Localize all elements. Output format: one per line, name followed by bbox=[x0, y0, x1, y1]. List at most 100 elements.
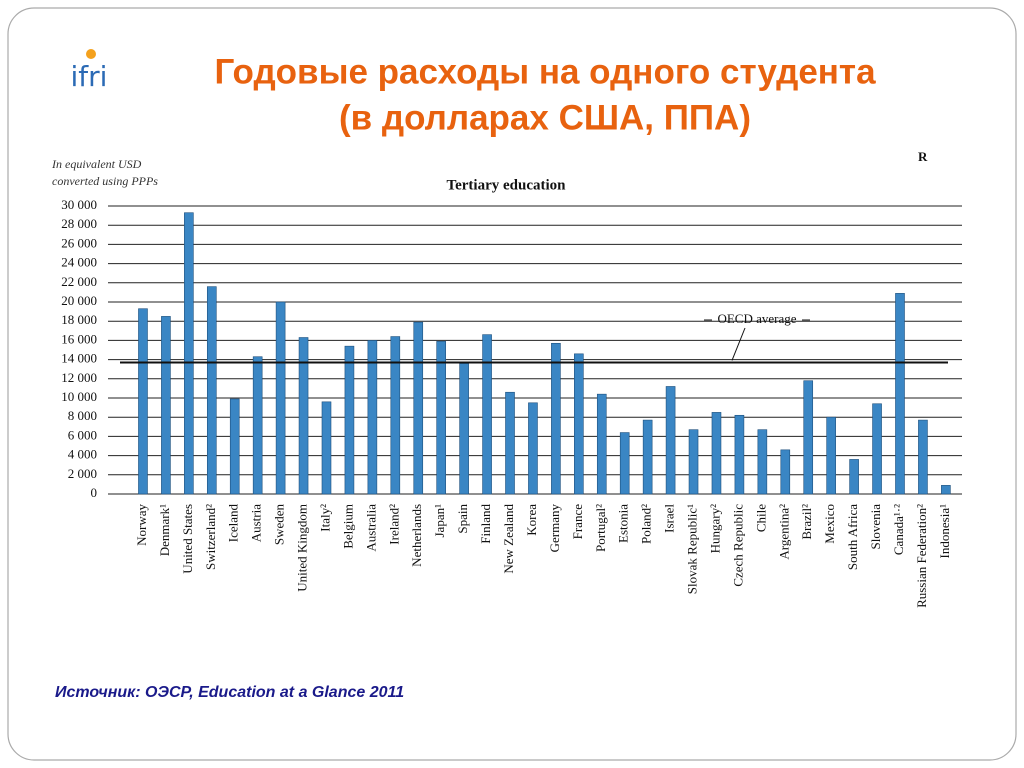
x-tick-label: South Africa bbox=[845, 504, 860, 570]
chart-title: Tertiary education bbox=[446, 177, 566, 193]
y-tick-label: 10 000 bbox=[61, 389, 97, 404]
y-tick-label: 6 000 bbox=[68, 427, 97, 442]
x-tick-label: Italy² bbox=[317, 504, 332, 532]
bar bbox=[941, 485, 951, 495]
bar bbox=[505, 391, 515, 495]
x-tick-label: Hungary² bbox=[707, 504, 722, 553]
x-tick-label: Austria bbox=[249, 504, 264, 543]
bar bbox=[665, 386, 676, 495]
y-tick-label: 0 bbox=[91, 485, 98, 500]
y-tick-label: 2 000 bbox=[68, 466, 97, 481]
x-tick-label: Netherlands bbox=[409, 504, 424, 567]
bar bbox=[642, 419, 653, 495]
logo-dot bbox=[86, 49, 96, 59]
x-tick-label: New Zealand bbox=[501, 504, 516, 574]
bar bbox=[367, 340, 378, 495]
y-tick-label: 20 000 bbox=[61, 293, 97, 308]
bar bbox=[436, 341, 446, 495]
x-tick-label: Slovak Republic¹ bbox=[685, 504, 700, 594]
reference-pointer bbox=[731, 327, 746, 361]
bar bbox=[872, 403, 882, 495]
bar bbox=[161, 316, 171, 495]
x-tick-label: Sweden bbox=[272, 504, 287, 546]
y-tick-label: 12 000 bbox=[61, 370, 97, 385]
x-tick-label: Japan¹ bbox=[432, 504, 447, 538]
x-tick-label: Brazil² bbox=[799, 504, 814, 540]
y-tick-label: 26 000 bbox=[61, 235, 97, 250]
bar bbox=[275, 301, 286, 495]
x-tick-label: Czech Republic bbox=[730, 504, 745, 587]
reference-label: OECD average bbox=[717, 311, 796, 326]
x-tick-label: Spain bbox=[455, 504, 470, 534]
y-axis-note: converted using PPPs bbox=[52, 174, 158, 188]
y-tick-label: 14 000 bbox=[61, 351, 97, 366]
bar bbox=[757, 429, 768, 495]
x-tick-label: Ireland² bbox=[386, 504, 401, 545]
bar bbox=[849, 459, 859, 495]
x-tick-label: Australia bbox=[363, 504, 378, 552]
x-tick-label: Germany bbox=[547, 504, 562, 553]
y-tick-label: 28 000 bbox=[61, 216, 97, 231]
x-tick-label: United Kingdom bbox=[295, 504, 310, 592]
logo: ifri bbox=[71, 60, 108, 93]
bar bbox=[459, 363, 469, 495]
y-tick-label: 24 000 bbox=[61, 255, 97, 270]
x-tick-label: Iceland bbox=[226, 504, 241, 543]
bar bbox=[734, 414, 745, 495]
x-tick-label: Slovenia bbox=[868, 504, 883, 550]
bar bbox=[138, 308, 148, 495]
bar bbox=[918, 419, 928, 495]
x-tick-label: Poland² bbox=[639, 504, 654, 544]
x-tick-label: Russian Federation² bbox=[914, 504, 929, 608]
bar bbox=[596, 393, 607, 495]
x-tick-label: Korea bbox=[524, 504, 539, 536]
y-tick-label: 18 000 bbox=[61, 312, 97, 327]
x-tick-label: Estonia bbox=[616, 504, 631, 543]
y-tick-label: 22 000 bbox=[61, 274, 97, 289]
corner-text: R bbox=[918, 149, 928, 164]
x-tick-label: Israel bbox=[662, 504, 677, 533]
y-tick-label: 4 000 bbox=[68, 447, 97, 462]
x-tick-label: Indonesia¹ bbox=[937, 504, 952, 559]
x-tick-label: Canada¹·² bbox=[891, 504, 906, 555]
bar bbox=[229, 398, 240, 495]
x-tick-label: Mexico bbox=[822, 504, 837, 544]
y-tick-label: 8 000 bbox=[68, 408, 97, 423]
bar bbox=[528, 402, 538, 495]
x-tick-label: Norway bbox=[134, 504, 149, 546]
x-tick-label: France bbox=[570, 504, 585, 540]
y-axis-note: In equivalent USD bbox=[51, 157, 142, 171]
bar bbox=[252, 356, 263, 495]
slide-frame bbox=[7, 7, 1017, 761]
bar bbox=[390, 336, 401, 495]
source: Источник: ОЭСР, Education at a Glance 20… bbox=[55, 684, 404, 701]
bar bbox=[344, 345, 355, 495]
bar bbox=[482, 334, 492, 495]
bar bbox=[184, 212, 194, 495]
bar bbox=[321, 401, 332, 495]
bar bbox=[619, 432, 630, 495]
x-tick-label: Belgium bbox=[340, 504, 355, 549]
bar bbox=[895, 293, 905, 495]
bar bbox=[780, 449, 791, 495]
bar bbox=[413, 321, 424, 495]
x-tick-label: Finland bbox=[478, 504, 493, 544]
slide-title: Годовые расходы на одного студента bbox=[214, 52, 876, 91]
bar bbox=[206, 286, 217, 495]
x-tick-label: United States bbox=[180, 504, 195, 574]
slide-title: (в долларах США, ППА) bbox=[339, 98, 751, 137]
y-tick-label: 16 000 bbox=[61, 331, 97, 346]
bar bbox=[551, 342, 561, 495]
y-tick-label: 30 000 bbox=[61, 197, 97, 212]
x-tick-label: Switzerland² bbox=[203, 504, 218, 570]
bar bbox=[298, 337, 309, 495]
bar bbox=[803, 380, 814, 495]
bar bbox=[688, 429, 699, 495]
bar bbox=[826, 416, 836, 495]
x-tick-label: Argentina² bbox=[776, 504, 791, 560]
bar bbox=[574, 353, 584, 495]
bar bbox=[711, 412, 722, 495]
x-tick-label: Chile bbox=[753, 504, 768, 532]
x-tick-label: Denmark¹ bbox=[157, 504, 172, 556]
